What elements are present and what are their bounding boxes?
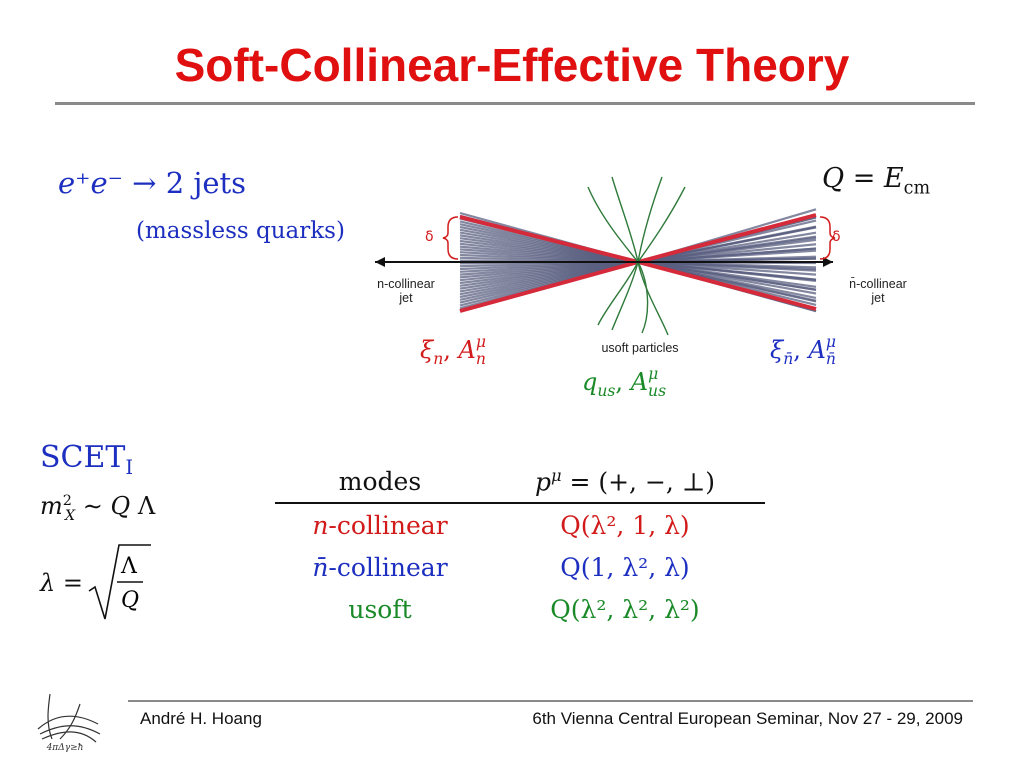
process-rhs: 2 jets — [165, 166, 247, 200]
process-arrow: → — [132, 166, 157, 200]
lambda-definition: λ = Λ Q — [40, 543, 151, 623]
delta-brace-left — [442, 216, 459, 260]
modes-header-row: modes pμ = (+, −, ⊥) — [275, 460, 765, 504]
delta-brace-right — [819, 216, 836, 260]
n-field-xi: ξ — [420, 336, 434, 364]
sqrt-fraction: Λ Q — [88, 544, 151, 620]
n-collinear-fields: ξn, Anμ — [420, 333, 487, 368]
logo-text: 4πΔγ≥ħ — [46, 743, 84, 753]
jet-line — [637, 235, 817, 264]
footer-divider — [128, 700, 973, 702]
modes-header: modes — [275, 460, 485, 504]
title-divider — [55, 102, 975, 105]
mode-label: -collinear — [328, 552, 448, 582]
jet-line — [637, 260, 817, 291]
scaling-usoft: Q(λ², λ², λ²) — [550, 594, 700, 624]
n-jet-label-line1: n-collinear — [377, 277, 435, 291]
massless-note: (massless quarks) — [136, 218, 345, 244]
footer-event: 6th Vienna Central European Seminar, Nov… — [532, 709, 963, 728]
usoft-particles-label: usoft particles — [601, 341, 679, 355]
sqrt-sign — [88, 544, 151, 620]
mode-n-collinear: n-collinear — [275, 503, 485, 546]
delta-label-right: δ — [832, 229, 841, 245]
fraction-numerator: Λ — [120, 554, 138, 579]
jet-line — [637, 226, 817, 264]
energy-relation: Q = Ecm — [822, 163, 931, 199]
table-row: n-collinear Q(λ², 1, λ) — [275, 503, 765, 546]
scet-subscript: I — [125, 456, 134, 479]
mode-label: -collinear — [328, 510, 448, 540]
process-lhs: e⁺e⁻ — [58, 166, 123, 200]
table-row: n̄-collinear Q(1, λ², λ) — [275, 546, 765, 588]
footer-author: André H. Hoang — [140, 709, 262, 728]
axis-arrow-left — [375, 257, 385, 267]
scet-label: SCETI — [40, 440, 133, 479]
usoft-fields: qus, Ausμ — [582, 365, 667, 400]
n-jet-label: n-collinear jet — [366, 277, 446, 305]
momentum-p: p — [534, 467, 551, 497]
nbar-jet-label-line2: jet — [871, 291, 885, 305]
usoft-field-q: q — [582, 368, 598, 396]
nbar-jet-label-line1: n̄-collinear — [849, 277, 907, 291]
nbar-collinear-fields: ξn̄, An̄μ — [770, 333, 837, 368]
nbar-field-xi: ξ — [770, 336, 784, 364]
two-jet-diagram — [375, 176, 836, 336]
fraction-denominator: Q — [121, 588, 139, 613]
lambda-lhs: λ = — [40, 569, 83, 597]
mode-usoft: usoft — [348, 594, 412, 624]
mx-relation: m2X ∼ Q Λ — [40, 492, 156, 524]
axis-arrow-right — [823, 257, 833, 267]
jet-edge-line — [637, 260, 817, 311]
jet-edge-line — [459, 260, 639, 313]
jet-edge-line — [637, 213, 817, 264]
n-jet-label-line2: jet — [399, 291, 413, 305]
mode-nbar-collinear: n̄-collinear — [275, 546, 485, 588]
table-row: usoft Q(λ², λ², λ²) — [275, 588, 765, 630]
energy-lhs: Q = E — [822, 163, 904, 194]
process-equation: e⁺e⁻ → 2 jets — [58, 166, 246, 200]
mode-prefix: n̄ — [312, 552, 329, 582]
delta-label-left: δ — [425, 229, 434, 245]
institute-logo: 4πΔγ≥ħ — [37, 693, 101, 753]
scaling-n-collinear: Q(λ², 1, λ) — [560, 510, 690, 540]
mode-prefix: n — [312, 510, 329, 540]
scet-name: SCET — [40, 440, 126, 475]
nbar-jet-label: n̄-collinear jet — [836, 277, 920, 305]
slide-title: Soft-Collinear-Effective Theory — [174, 39, 850, 91]
momentum-header: pμ = (+, −, ⊥) — [485, 460, 765, 504]
scaling-nbar-collinear: Q(1, λ², λ) — [560, 552, 690, 582]
jet-edge-line — [459, 215, 639, 264]
modes-table: modes pμ = (+, −, ⊥) n-collinear Q(λ², 1… — [275, 460, 765, 630]
mx-m: m — [40, 492, 63, 520]
